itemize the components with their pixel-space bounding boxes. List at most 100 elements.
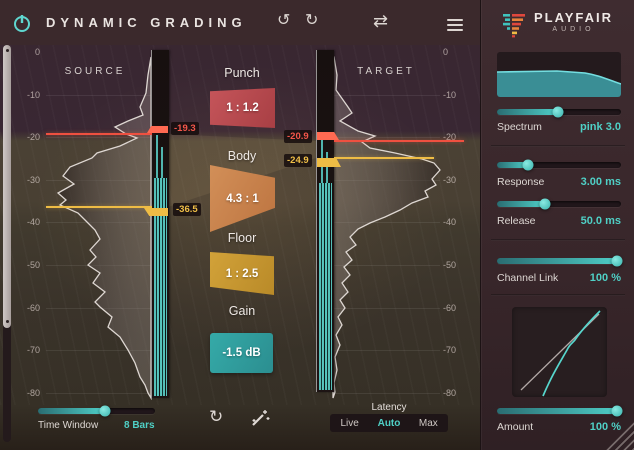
release-slider-fill <box>497 201 546 207</box>
magic-wand-icon <box>252 410 270 426</box>
brand-logo: PLAYFAIR AUDIO <box>481 10 634 38</box>
db-tick-label: 0 <box>34 47 40 57</box>
source-section-label: SOURCE <box>64 66 126 77</box>
channel-link-label: Channel Link <box>497 272 559 284</box>
db-tick-label: -50 <box>26 260 40 270</box>
gridline <box>46 137 151 139</box>
response-label: Response <box>497 176 545 188</box>
db-tick-label: 0 <box>443 47 449 57</box>
db-tick-label: -60 <box>443 302 457 313</box>
channel-link-value: 100 % <box>589 272 621 284</box>
channel-link-slider-fill <box>497 258 621 264</box>
db-tick-label: -50 <box>443 260 457 270</box>
latency-option-max[interactable]: Max <box>418 417 438 429</box>
source-high-threshold-handle[interactable] <box>147 126 168 133</box>
latency-switch: Live Auto Max <box>330 414 448 432</box>
spectrum-display <box>497 52 621 97</box>
db-tick-label: -10 <box>26 89 40 100</box>
latency-option-auto[interactable]: Auto <box>377 417 401 429</box>
db-tick-label: -70 <box>26 345 40 356</box>
channel-link-slider-knob[interactable] <box>611 255 623 267</box>
band-label-gain: Gain <box>228 304 256 318</box>
scrollbar-dot <box>5 49 9 52</box>
redo-button[interactable]: ↻ <box>305 12 319 29</box>
latency-option-live[interactable]: Live <box>340 417 359 429</box>
db-tick-label: -60 <box>26 302 40 313</box>
menu-bar <box>447 19 463 21</box>
transfer-curve <box>520 310 601 397</box>
db-tick-label: -80 <box>26 387 40 398</box>
response-slider-fill <box>497 162 528 168</box>
time-window-value: 8 Bars <box>124 420 155 431</box>
channel-link-slider[interactable] <box>497 255 623 267</box>
response-slider-knob[interactable] <box>522 159 534 171</box>
playfair-logo-icon <box>502 14 525 38</box>
source-high-threshold-line <box>46 133 152 135</box>
band-label-body: Body <box>227 149 257 163</box>
db-tick-label: -30 <box>26 174 40 185</box>
time-window-slider[interactable] <box>38 405 155 417</box>
band-label-floor: Floor <box>227 231 257 245</box>
spectrum-slider-knob[interactable] <box>552 106 564 118</box>
brand-text: PLAYFAIR AUDIO <box>534 10 613 33</box>
panel-divider <box>491 145 625 147</box>
target-section-label: TARGET <box>357 66 415 77</box>
amount-label: Amount <box>497 421 534 433</box>
release-slider-knob[interactable] <box>539 198 551 210</box>
response-value: 3.00 ms <box>580 176 621 188</box>
spectrum-slider[interactable] <box>497 106 621 118</box>
menu-bar <box>447 29 463 31</box>
target-histogram <box>332 56 441 399</box>
time-window-slider-knob[interactable] <box>99 405 111 417</box>
transfer-curve-display <box>512 307 607 397</box>
target-low-threshold-handle[interactable] <box>317 158 341 167</box>
db-zoom-scrollbar-thumb[interactable] <box>3 45 11 328</box>
panel-divider <box>491 239 625 241</box>
scrollbar-dot <box>5 320 9 323</box>
source-db-scale: 0 -10 -20 -30 -40 -50 -60 -70 -80 <box>10 45 40 400</box>
source-histogram <box>56 56 152 400</box>
source-high-value: -19.3 <box>171 122 199 135</box>
time-window-slider-fill <box>38 408 105 414</box>
db-tick-label: -40 <box>26 217 40 228</box>
target-db-scale: 0 -10 -20 -30 -40 -50 -60 -70 -80 <box>443 45 473 400</box>
db-tick-label: -40 <box>443 217 457 228</box>
gridline <box>333 137 440 139</box>
reset-refresh-button[interactable]: ↻ <box>209 407 224 426</box>
gridline <box>333 350 440 352</box>
target-level-meter <box>316 50 334 392</box>
amount-slider[interactable] <box>497 405 623 417</box>
db-tick-label: -80 <box>443 387 457 398</box>
source-low-value: -36.5 <box>173 203 201 216</box>
page-title: DYNAMIC GRADING <box>46 15 247 30</box>
punch-ratio-control[interactable]: 1 : 1.2 <box>210 88 275 128</box>
source-low-threshold-handle[interactable] <box>144 208 168 216</box>
panel-divider <box>491 294 625 296</box>
power-button[interactable] <box>11 12 33 34</box>
spectrum-label: Spectrum <box>497 121 542 133</box>
release-slider[interactable] <box>497 198 621 210</box>
menu-bar <box>447 24 463 26</box>
db-tick-label: -70 <box>443 345 457 356</box>
auto-learn-wand-button[interactable] <box>249 407 271 429</box>
response-slider[interactable] <box>497 159 621 171</box>
gridline <box>333 392 440 394</box>
brand-sub: AUDIO <box>552 26 595 33</box>
target-high-threshold-handle[interactable] <box>317 132 339 140</box>
undo-button[interactable]: ↺ <box>277 12 291 29</box>
floor-ratio-control[interactable]: 1 : 2.5 <box>210 252 274 295</box>
db-zoom-scrollbar-track[interactable] <box>3 45 11 442</box>
gridline <box>46 392 151 394</box>
target-low-threshold-line <box>334 157 434 159</box>
gridline <box>46 350 151 352</box>
swap-arrows-button[interactable]: ⇄ <box>373 11 389 31</box>
body-ratio-value: 4.3 : 1 <box>226 192 259 205</box>
menu-button[interactable] <box>447 16 463 34</box>
gridline <box>333 307 440 309</box>
amount-value: 100 % <box>589 421 621 433</box>
amount-slider-knob[interactable] <box>611 405 623 417</box>
band-label-punch: Punch <box>224 66 260 80</box>
db-tick-label: -20 <box>26 132 40 143</box>
gain-control[interactable]: -1.5 dB <box>210 333 273 373</box>
floor-ratio-value: 1 : 2.5 <box>225 267 259 280</box>
